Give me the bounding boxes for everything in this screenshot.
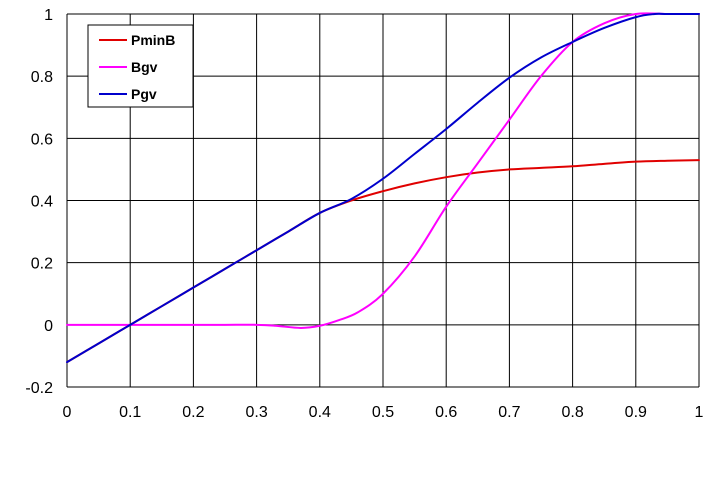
y-tick-label: -0.2: [25, 380, 53, 397]
legend-label: Bgv: [131, 59, 158, 75]
legend-label: PminB: [131, 32, 175, 48]
x-tick-label: 0.4: [309, 404, 331, 421]
y-axis-tick-labels: -0.2 0 0.2 0.4 0.6 0.8 1: [25, 7, 53, 397]
y-tick-label: 0.2: [31, 256, 53, 273]
x-tick-label: 0.7: [498, 404, 520, 421]
legend: PminB Bgv Pgv: [87, 24, 194, 108]
legend-label: Pgv: [131, 86, 157, 102]
series-lines: [66, 12, 700, 364]
y-tick-label: 0.4: [31, 194, 53, 211]
grid-lines: [66, 13, 700, 388]
x-tick-label: 0.5: [372, 404, 394, 421]
x-tick-label: 0.2: [182, 404, 204, 421]
x-tick-label: 0.6: [435, 404, 457, 421]
x-tick-label: 0.1: [119, 404, 141, 421]
x-tick-label: 0.3: [245, 404, 267, 421]
x-axis-tick-labels: 0 0.1 0.2 0.3 0.4 0.5 0.6 0.7 0.8 0.9 1: [63, 404, 704, 421]
series-line-bgv: [66, 12, 700, 329]
series-line-pgv: [66, 12, 700, 364]
x-tick-label: 1: [695, 404, 704, 421]
y-tick-label: 0.6: [31, 131, 53, 148]
y-tick-label: 0: [44, 318, 53, 335]
x-tick-label: 0: [63, 404, 72, 421]
x-tick-label: 0.8: [561, 404, 583, 421]
y-tick-label: 0.8: [31, 69, 53, 86]
x-tick-label: 0.9: [625, 404, 647, 421]
y-tick-label: 1: [44, 7, 53, 24]
